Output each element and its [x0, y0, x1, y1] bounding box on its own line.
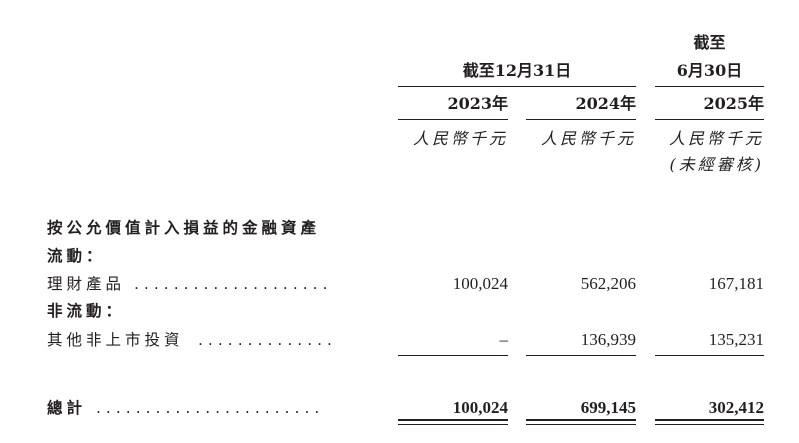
cell: 100,024 [452, 274, 508, 293]
double-rule [526, 419, 636, 421]
cell: 167,181 [708, 274, 764, 293]
cell: 135,231 [708, 330, 764, 349]
subtotal-rule [655, 355, 764, 356]
header-rule [655, 86, 764, 87]
dot-leader: .................... [134, 275, 333, 293]
year-rule [655, 119, 764, 120]
header-rule [398, 86, 636, 87]
row-label: 其他非上市投資 [47, 331, 184, 349]
total-cell: 100,024 [452, 398, 508, 417]
dot-leader: ....................... [96, 399, 325, 417]
total-label: 總計 [47, 399, 87, 417]
col3-header-line1: 截至 [693, 33, 726, 52]
double-rule [655, 419, 764, 421]
year-rule [526, 119, 636, 120]
year-2023: 2023年 [447, 94, 508, 113]
dot-leader: .............. [198, 331, 337, 349]
double-rule [526, 424, 636, 425]
unaudited-label: (未經審核) [669, 155, 764, 174]
unit-label: 人民幣千元 [540, 129, 636, 148]
cell: 562,206 [580, 274, 636, 293]
total-cell: 699,145 [580, 398, 636, 417]
group-header: 截至12月31日 [462, 61, 572, 80]
subtotal-rule [398, 355, 508, 356]
section-title: 按公允價值計入損益的金融資產 [47, 219, 321, 237]
unit-label: 人民幣千元 [412, 129, 508, 148]
double-rule [398, 419, 508, 421]
year-2025: 2025年 [703, 94, 764, 113]
cell: – [499, 330, 509, 349]
current-label: 流動： [47, 247, 106, 265]
subtotal-rule [526, 355, 636, 356]
unit-label: 人民幣千元 [668, 129, 764, 148]
year-rule [398, 119, 508, 120]
double-rule [398, 424, 508, 425]
total-cell: 302,412 [708, 398, 764, 417]
double-rule [655, 424, 764, 425]
row-label: 理財產品 [47, 275, 126, 293]
col3-header-line2: 6月30日 [676, 61, 743, 80]
year-2024: 2024年 [575, 94, 636, 113]
noncurrent-label: 非流動： [47, 302, 126, 320]
cell: 136,939 [580, 330, 636, 349]
